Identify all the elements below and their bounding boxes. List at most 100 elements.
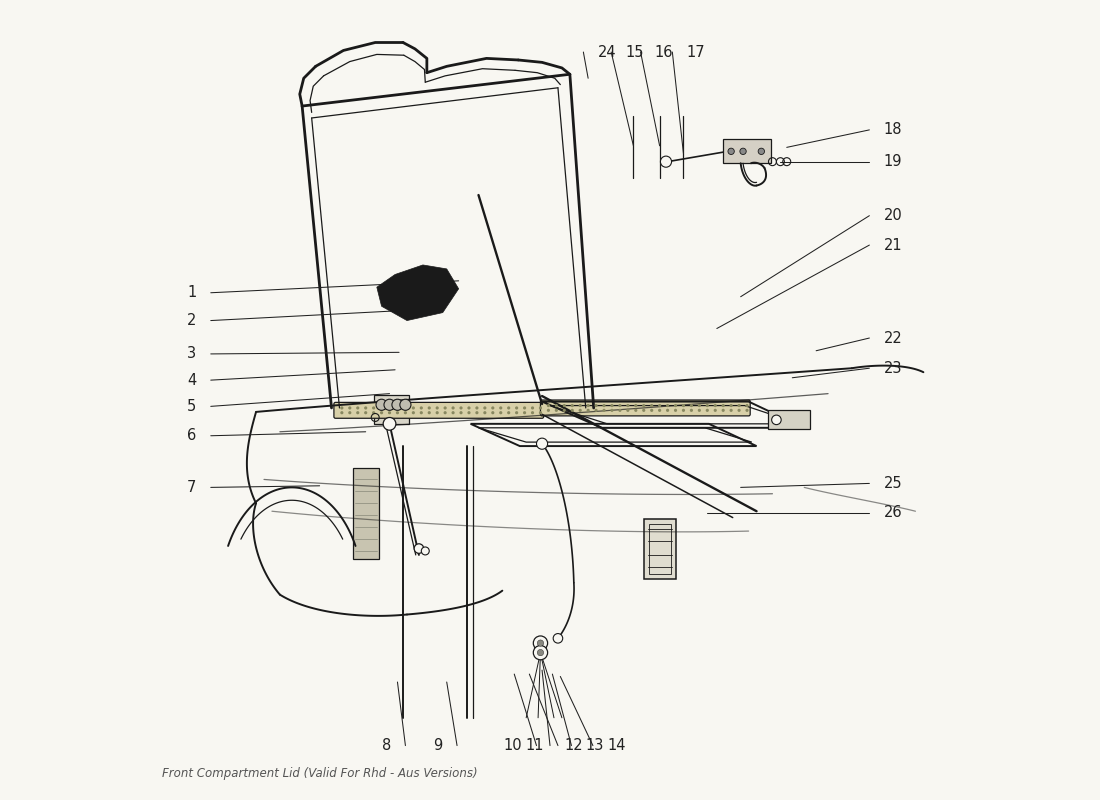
- Circle shape: [594, 404, 597, 407]
- Circle shape: [722, 404, 725, 407]
- Text: 9: 9: [433, 738, 442, 753]
- Text: 11: 11: [525, 738, 543, 753]
- Circle shape: [411, 411, 415, 414]
- Circle shape: [460, 406, 463, 410]
- Circle shape: [682, 404, 685, 407]
- Circle shape: [428, 406, 431, 410]
- Circle shape: [396, 411, 399, 414]
- Text: 8: 8: [382, 738, 392, 753]
- Text: 12: 12: [564, 738, 583, 753]
- Text: 5: 5: [187, 399, 197, 414]
- Circle shape: [554, 409, 558, 412]
- Circle shape: [746, 404, 749, 407]
- Circle shape: [507, 406, 510, 410]
- Circle shape: [515, 411, 518, 414]
- Circle shape: [706, 409, 708, 412]
- Text: 10: 10: [504, 738, 522, 753]
- Circle shape: [404, 406, 407, 410]
- Circle shape: [642, 404, 646, 407]
- Circle shape: [428, 411, 431, 414]
- Text: Front Compartment Lid (Valid For Rhd - Aus Versions): Front Compartment Lid (Valid For Rhd - A…: [163, 766, 477, 780]
- Circle shape: [349, 406, 351, 410]
- Circle shape: [404, 411, 407, 414]
- Circle shape: [635, 404, 637, 407]
- Circle shape: [420, 406, 422, 410]
- Circle shape: [372, 411, 375, 414]
- Circle shape: [635, 409, 637, 412]
- Circle shape: [356, 406, 360, 410]
- Circle shape: [697, 409, 701, 412]
- Circle shape: [522, 406, 526, 410]
- Circle shape: [682, 409, 685, 412]
- Circle shape: [666, 404, 669, 407]
- Text: 7: 7: [187, 480, 197, 495]
- Circle shape: [563, 409, 565, 412]
- Circle shape: [539, 411, 542, 414]
- Circle shape: [586, 404, 590, 407]
- Circle shape: [618, 404, 621, 407]
- Circle shape: [722, 409, 725, 412]
- Circle shape: [475, 411, 478, 414]
- Circle shape: [706, 404, 708, 407]
- Text: 13: 13: [586, 738, 604, 753]
- Circle shape: [340, 411, 343, 414]
- Text: 3: 3: [187, 346, 197, 362]
- Circle shape: [626, 404, 629, 407]
- Circle shape: [610, 409, 614, 412]
- Text: 18: 18: [883, 122, 902, 138]
- Circle shape: [579, 404, 582, 407]
- Circle shape: [690, 404, 693, 407]
- Circle shape: [443, 411, 447, 414]
- Text: 16: 16: [654, 45, 673, 59]
- Circle shape: [411, 406, 415, 410]
- Circle shape: [618, 409, 621, 412]
- Text: 26: 26: [883, 506, 902, 520]
- Circle shape: [714, 409, 717, 412]
- Circle shape: [586, 409, 590, 412]
- Circle shape: [451, 411, 454, 414]
- Circle shape: [388, 411, 392, 414]
- Circle shape: [356, 411, 360, 414]
- Circle shape: [349, 411, 351, 414]
- Circle shape: [697, 404, 701, 407]
- Text: 2: 2: [187, 313, 197, 328]
- Text: 21: 21: [883, 238, 902, 253]
- Circle shape: [626, 409, 629, 412]
- Circle shape: [772, 415, 781, 425]
- Circle shape: [534, 636, 548, 650]
- Circle shape: [421, 547, 429, 555]
- Circle shape: [364, 406, 367, 410]
- Circle shape: [642, 409, 646, 412]
- FancyBboxPatch shape: [334, 402, 543, 418]
- Circle shape: [376, 399, 387, 410]
- Circle shape: [740, 148, 746, 154]
- Circle shape: [553, 634, 563, 643]
- Circle shape: [610, 404, 614, 407]
- Circle shape: [499, 406, 503, 410]
- Circle shape: [729, 404, 733, 407]
- Circle shape: [507, 411, 510, 414]
- Text: 20: 20: [883, 208, 902, 223]
- Text: 15: 15: [626, 45, 644, 59]
- Circle shape: [737, 404, 740, 407]
- Circle shape: [746, 409, 749, 412]
- Circle shape: [729, 409, 733, 412]
- Circle shape: [460, 411, 463, 414]
- Bar: [644, 519, 675, 578]
- Text: 19: 19: [883, 154, 902, 169]
- Circle shape: [388, 406, 392, 410]
- Bar: [723, 139, 771, 163]
- Circle shape: [758, 148, 764, 154]
- Circle shape: [396, 406, 399, 410]
- Circle shape: [340, 406, 343, 410]
- Text: 1: 1: [187, 286, 197, 300]
- Circle shape: [475, 406, 478, 410]
- Text: 24: 24: [597, 45, 616, 59]
- Text: 23: 23: [883, 361, 902, 376]
- Circle shape: [515, 406, 518, 410]
- Circle shape: [714, 404, 717, 407]
- Text: 22: 22: [883, 330, 902, 346]
- Bar: [769, 410, 810, 430]
- Circle shape: [674, 404, 678, 407]
- Circle shape: [436, 406, 439, 410]
